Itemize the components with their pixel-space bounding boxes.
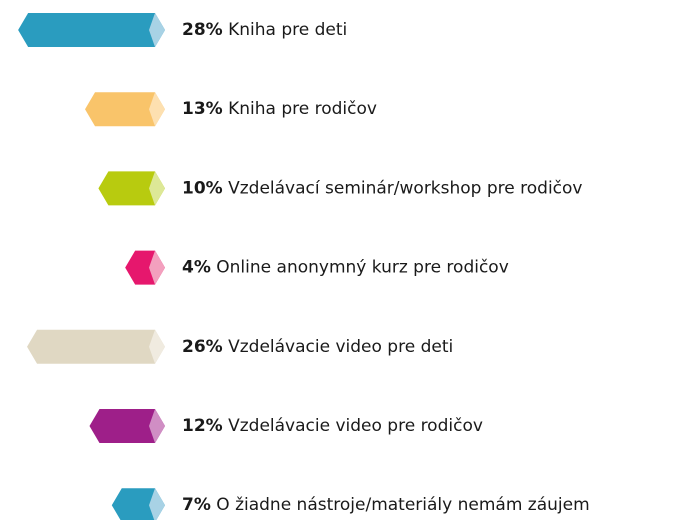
bar-label: 7% O žiadne nástroje/materiály nemám záu… <box>182 495 590 515</box>
bar-tip <box>149 409 165 443</box>
value-label: 12% <box>182 416 223 436</box>
bar-tip <box>149 329 165 364</box>
bar-tip <box>149 92 165 127</box>
bar-tip <box>149 488 165 520</box>
value-label: 26% <box>182 337 223 357</box>
bar-tip <box>149 171 165 206</box>
category-label: Vzdelávacie video pre rodičov <box>228 416 483 436</box>
bar <box>18 13 166 47</box>
bar-label: 4% Online anonymný kurz pre rodičov <box>182 258 509 278</box>
bar-label: 28% Kniha pre deti <box>182 20 347 40</box>
category-label: Online anonymný kurz pre rodičov <box>216 258 509 278</box>
value-label: 10% <box>182 178 223 198</box>
bar-label: 10% Vzdelávací seminár/workshop pre rodi… <box>182 178 583 198</box>
value-label: 13% <box>182 99 223 119</box>
category-label: Kniha pre rodičov <box>228 99 377 119</box>
bar-label: 12% Vzdelávacie video pre rodičov <box>182 416 483 436</box>
bar-label: 26% Vzdelávacie video pre deti <box>182 337 453 357</box>
value-label: 28% <box>182 20 223 40</box>
bar <box>89 409 165 443</box>
value-label: 7% <box>182 495 211 515</box>
bar-label: 13% Kniha pre rodičov <box>182 99 377 119</box>
category-label: Vzdelávacie video pre deti <box>228 337 453 357</box>
category-label: Kniha pre deti <box>228 20 347 40</box>
value-label: 4% <box>182 258 211 278</box>
bar <box>85 92 165 127</box>
category-label: O žiadne nástroje/materiály nemám záujem <box>216 495 589 515</box>
bar-tip <box>149 250 165 285</box>
bar-tip <box>149 13 165 47</box>
bar <box>98 171 165 206</box>
bar <box>27 329 165 364</box>
category-label: Vzdelávací seminár/workshop pre rodičov <box>228 178 582 198</box>
